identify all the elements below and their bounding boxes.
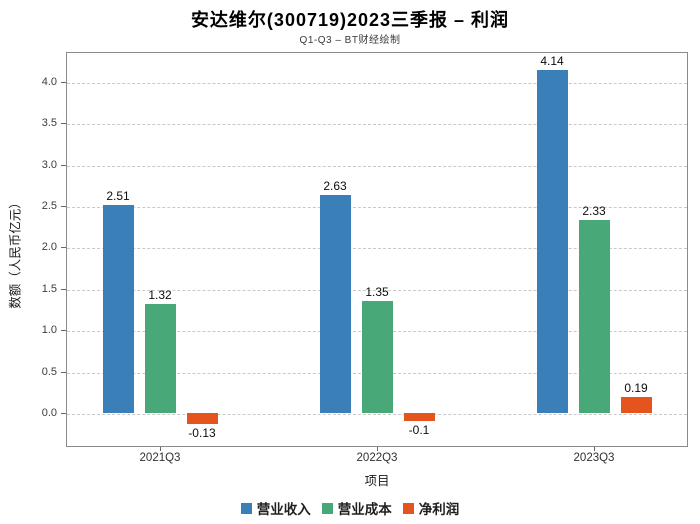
y-tick-label: 1.5	[41, 282, 57, 295]
gridline	[67, 248, 687, 250]
chart-title: 安达维尔(300719)2023三季报 – 利润	[190, 10, 510, 30]
bar-value-label: 4.14	[540, 54, 564, 69]
gridline	[67, 289, 687, 291]
legend-item-营业成本: 营业成本	[321, 498, 392, 518]
x-tick-mark	[594, 447, 595, 451]
y-tick-label: 0.0	[41, 407, 57, 419]
legend: 营业收入 营业成本 净利润	[0, 498, 700, 518]
gridline	[67, 82, 687, 84]
chart-subtitle: Q1-Q3 – BT财经绘制	[299, 35, 401, 46]
legend-item-净利润: 净利润	[402, 498, 460, 518]
y-tick-label: 0.5	[41, 365, 57, 378]
y-tick-mark	[61, 164, 66, 166]
legend-swatch-icon	[402, 502, 414, 514]
y-tick-mark	[61, 247, 66, 249]
bar-value-label: 1.35	[365, 285, 389, 300]
legend-label: 营业收入	[256, 502, 311, 517]
y-tick-mark	[61, 371, 66, 373]
y-tick-label: 3.5	[41, 117, 57, 130]
bar-净利润-2023Q3	[620, 397, 652, 413]
legend-swatch-icon	[321, 502, 333, 514]
bar-value-label: 2.51	[106, 189, 130, 204]
legend-label: 净利润	[418, 502, 460, 517]
y-tick-mark	[61, 413, 66, 414]
y-tick-label: 3.0	[41, 158, 57, 171]
x-tick-mark	[377, 447, 378, 451]
bar-营业收入-2022Q3	[319, 195, 351, 413]
gridline	[67, 207, 687, 208]
bar-营业收入-2021Q3	[102, 205, 134, 413]
x-tick-mark	[160, 447, 161, 451]
x-axis-label: 项目	[364, 474, 390, 488]
y-tick-label: 2.5	[41, 200, 57, 212]
bar-value-label: 2.63	[323, 179, 347, 194]
bar-营业成本-2023Q3	[578, 220, 610, 413]
y-tick-label: 4.0	[41, 75, 57, 88]
y-tick-mark	[61, 206, 66, 207]
x-tick-label-2022Q3: 2022Q3	[356, 452, 398, 464]
y-tick-label: 1.0	[41, 324, 57, 337]
y-tick-mark	[61, 330, 66, 332]
bar-营业收入-2023Q3	[536, 70, 568, 413]
bar-净利润-2022Q3	[403, 413, 435, 422]
y-tick-mark	[61, 123, 66, 125]
bar-value-label: 2.33	[582, 204, 606, 219]
gridline	[67, 124, 687, 126]
legend-swatch-icon	[240, 502, 252, 514]
gridline	[67, 414, 687, 415]
bar-净利润-2021Q3	[186, 413, 218, 424]
y-tick-label: 2.0	[41, 241, 57, 254]
bar-value-label: 0.19	[624, 381, 648, 396]
bar-营业成本-2021Q3	[144, 303, 176, 413]
x-tick-label-2021Q3: 2021Q3	[139, 452, 181, 464]
gridline	[67, 165, 687, 167]
bar-营业成本-2022Q3	[361, 301, 393, 413]
legend-label: 营业成本	[337, 502, 392, 517]
bar-value-label: -0.1	[408, 423, 430, 438]
y-tick-mark	[61, 288, 66, 290]
x-tick-label-2023Q3: 2023Q3	[573, 452, 615, 464]
bar-value-label: 1.32	[148, 287, 172, 302]
bar-value-label: -0.13	[188, 425, 216, 440]
legend-item-营业收入: 营业收入	[240, 498, 311, 518]
y-tick-mark	[61, 81, 66, 83]
